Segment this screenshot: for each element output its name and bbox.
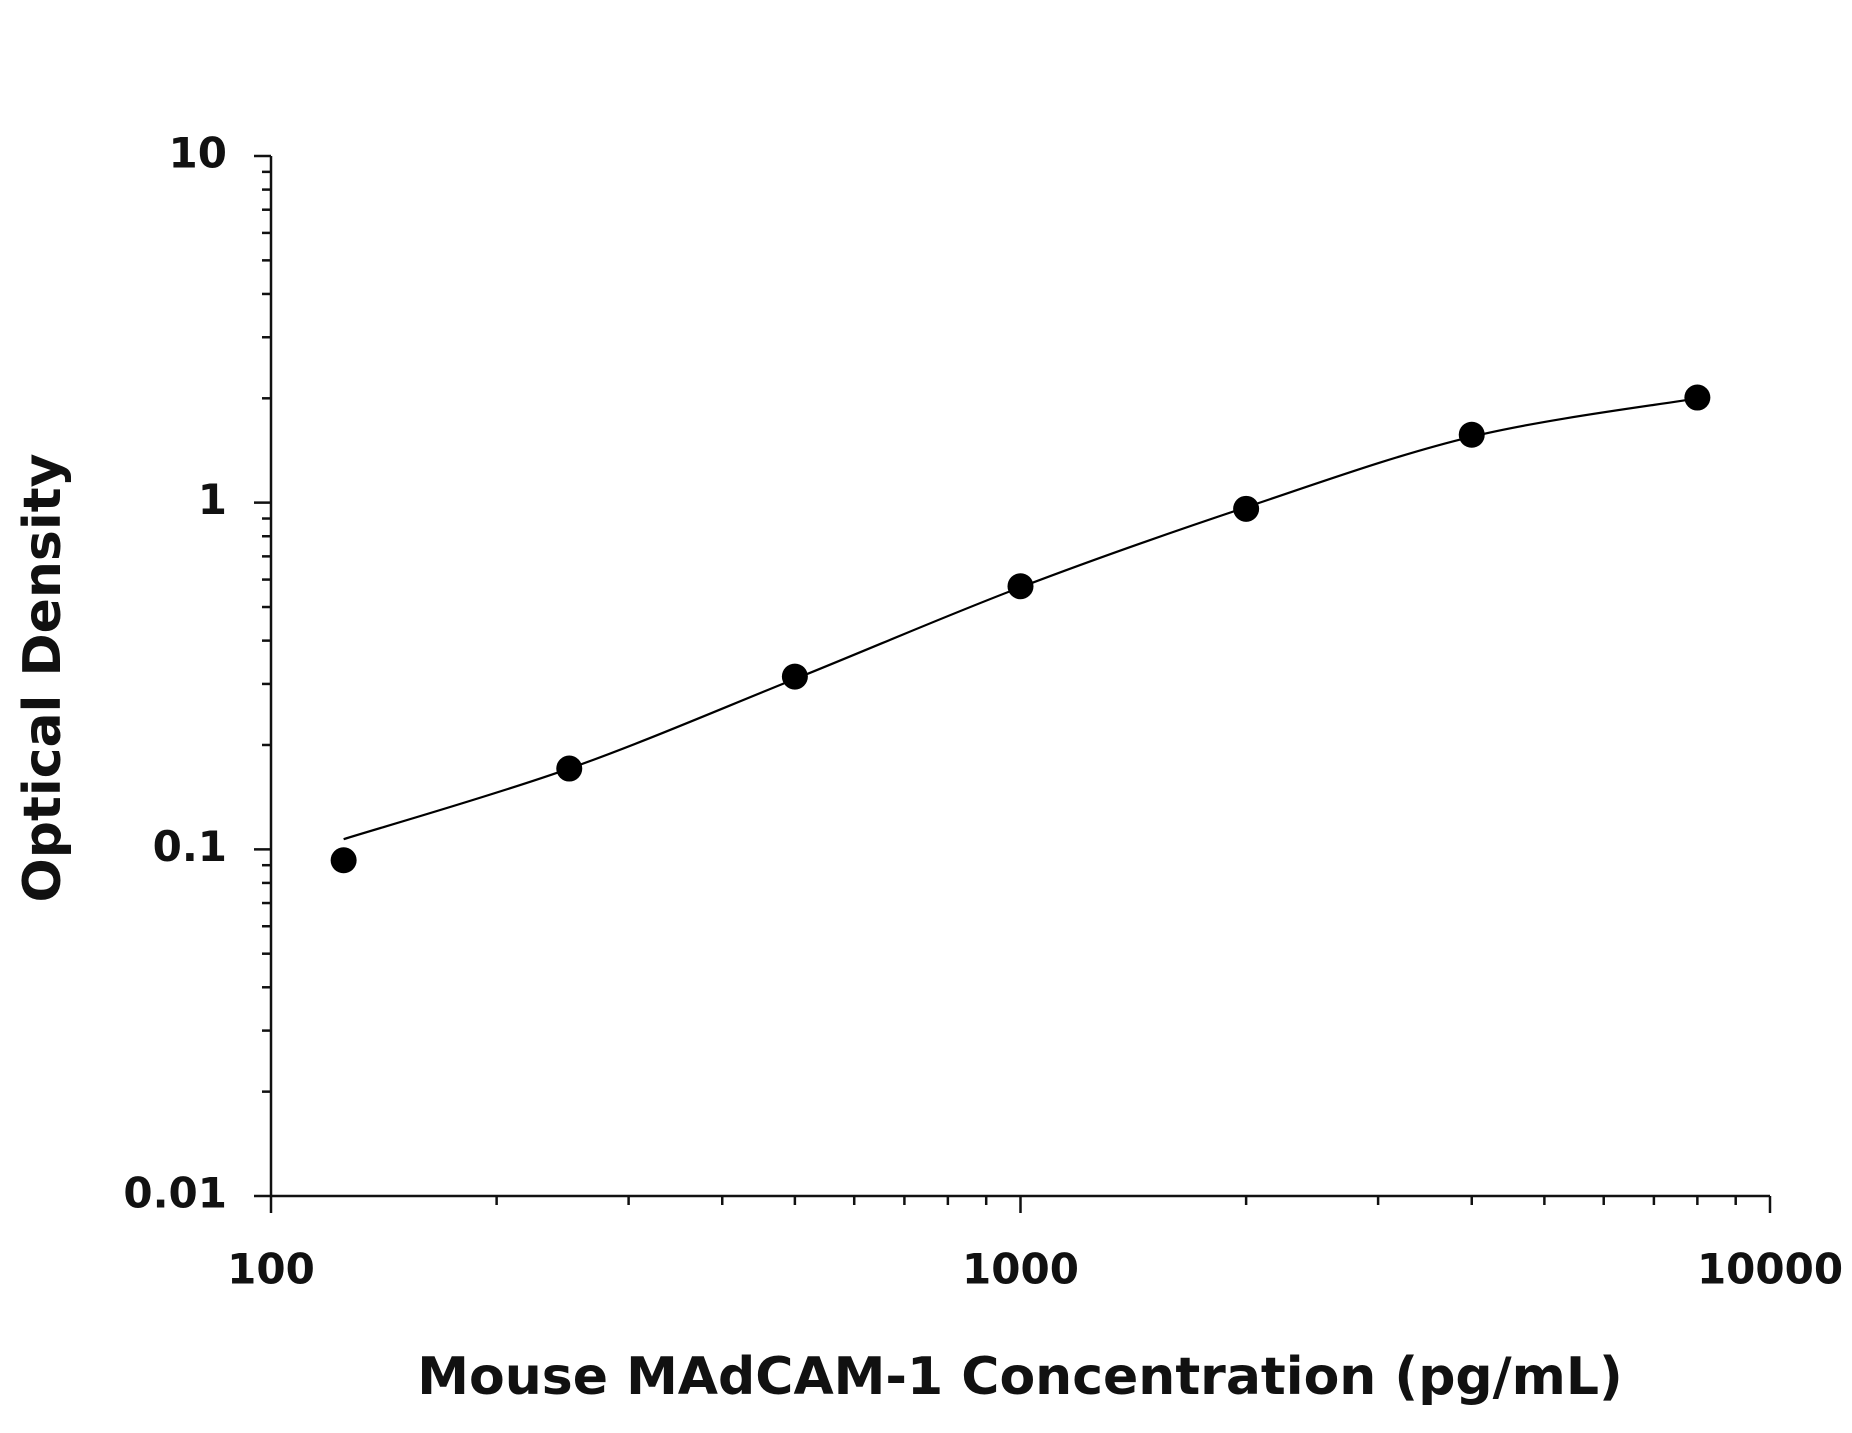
y-tick-label: 1 (198, 475, 227, 524)
y-axis-title: Optical Density (13, 454, 73, 903)
data-point (1458, 421, 1485, 448)
data-point (781, 663, 808, 690)
x-axis-title: Mouse MAdCAM-1 Concentration (pg/mL) (417, 1347, 1622, 1407)
y-tick-label: 0.01 (123, 1169, 227, 1218)
data-point (1233, 495, 1260, 522)
data-point (1007, 573, 1034, 600)
data-point (330, 847, 357, 874)
data-point (556, 755, 583, 782)
x-tick-label: 1000 (962, 1245, 1079, 1294)
x-tick-label: 100 (227, 1245, 315, 1294)
x-tick-label: 10000 (1697, 1245, 1843, 1294)
fit-curve (343, 397, 1698, 841)
data-point (1684, 384, 1711, 411)
y-tick-label: 10 (169, 129, 227, 178)
y-tick-label: 0.1 (153, 822, 227, 871)
